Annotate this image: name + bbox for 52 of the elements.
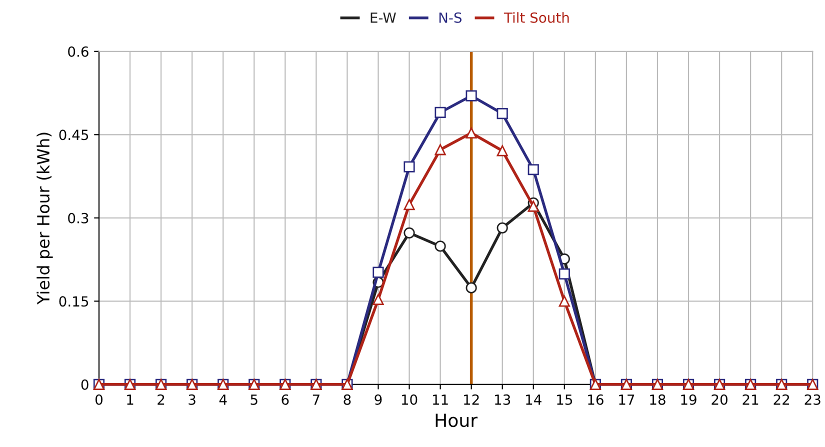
x-tick-label: 15 (557, 394, 572, 405)
x-tick-label: 6 (282, 394, 289, 405)
y-tick-label: 0.15 (59, 296, 88, 307)
point (372, 294, 384, 306)
point (558, 268, 570, 280)
y-axis-title: Yield per Hour (kWh) (36, 132, 53, 304)
point (466, 127, 477, 139)
x-tick-label: 23 (804, 394, 820, 405)
x-tick-label: 16 (588, 394, 604, 405)
x-tick-label: 17 (619, 394, 634, 405)
x-tick-label: 20 (712, 394, 728, 405)
point (404, 161, 415, 172)
x-tick-label: 12 (464, 394, 479, 405)
point (404, 227, 415, 238)
x-tick-label: 22 (774, 394, 790, 405)
x-tick-label: 11 (432, 394, 448, 405)
x-tick-label: 10 (402, 394, 418, 405)
x-tick-label: 9 (374, 394, 382, 405)
y-tick-label: 0 (81, 379, 88, 390)
legend-label: Tilt South (504, 12, 569, 23)
x-tick-label: 14 (526, 394, 542, 405)
point (558, 296, 570, 307)
point (404, 199, 415, 210)
point (466, 90, 477, 102)
point (496, 108, 508, 120)
x-tick-label: 13 (495, 394, 510, 405)
legend-label: E-W (370, 12, 396, 23)
point (466, 282, 477, 294)
x-tick-label: 8 (344, 394, 351, 405)
x-tick-label: 5 (250, 394, 258, 405)
x-tick-label: 18 (650, 394, 666, 405)
y-tick-label: 0.3 (68, 212, 88, 224)
y-tick-label: 0.45 (59, 130, 88, 140)
x-tick-label: 19 (681, 394, 696, 405)
x-tick-label: 1 (127, 394, 134, 405)
point (528, 164, 539, 176)
legend-label: N-S (439, 12, 462, 23)
x-tick-label: 7 (312, 394, 320, 405)
x-tick-label: 4 (219, 394, 227, 405)
point (434, 144, 446, 156)
point (434, 240, 446, 252)
point (496, 145, 508, 156)
point (434, 106, 446, 118)
x-tick-label: 0 (95, 394, 102, 405)
y-tick-label: 0.6 (68, 46, 88, 57)
x-axis-title: Hour (436, 414, 478, 428)
x-tick-label: 2 (158, 394, 164, 405)
x-tick-label: 21 (742, 394, 758, 405)
point (372, 266, 384, 278)
point (528, 200, 539, 212)
point (496, 222, 508, 234)
x-tick-label: 3 (188, 394, 196, 405)
